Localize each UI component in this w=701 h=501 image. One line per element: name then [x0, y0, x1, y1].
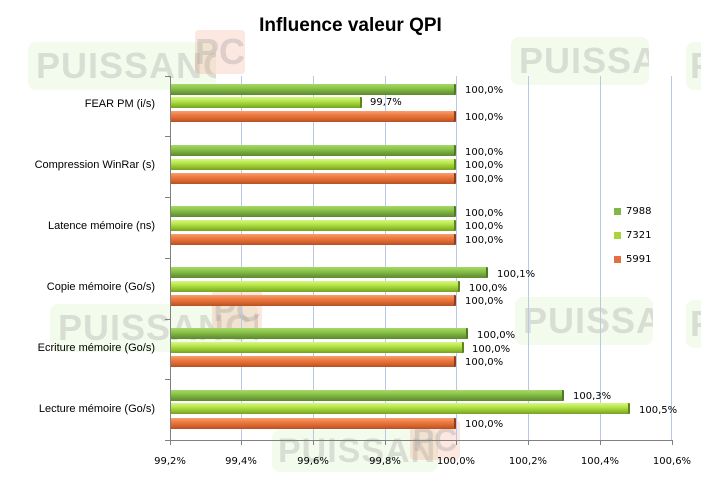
value-label: 100,0%: [465, 208, 504, 219]
value-label: 100,0%: [465, 235, 504, 246]
watermark: PUISSANCE: [686, 42, 701, 90]
legend: 7988 7321 5991: [604, 196, 672, 276]
bar-7988: [171, 206, 456, 217]
legend-label: 7321: [626, 229, 652, 241]
y-tick: [165, 197, 170, 198]
legend-label: 7988: [626, 205, 652, 217]
category-label: Compression WinRar (s): [34, 159, 155, 171]
legend-item-5991: 5991: [614, 252, 651, 266]
gridline: [528, 76, 529, 441]
category-label: Ecriture mémoire (Go/s): [37, 342, 155, 354]
value-label: 100,3%: [573, 391, 612, 402]
x-tick: [528, 440, 529, 445]
x-tick-label: 100,0%: [436, 456, 476, 467]
x-tick: [672, 440, 673, 445]
y-tick: [165, 76, 170, 77]
y-tick: [165, 136, 170, 137]
x-tick: [600, 440, 601, 445]
value-label: 100,0%: [465, 357, 504, 368]
y-tick: [165, 379, 170, 380]
watermark: PUISSANCE: [272, 430, 438, 472]
gridline: [385, 76, 386, 441]
bar-7321: [171, 342, 464, 353]
value-label: 100,0%: [472, 344, 511, 355]
watermark-pc: PC: [195, 30, 246, 74]
x-tick-label: 100,6%: [652, 456, 692, 467]
gridline: [456, 76, 457, 441]
value-label: 100,5%: [639, 405, 678, 416]
bar-7988: [171, 390, 564, 401]
bar-7988: [171, 328, 468, 339]
bar-7321: [171, 281, 460, 292]
gridline: [313, 76, 314, 441]
x-tick: [385, 440, 386, 445]
watermark: PUISSANCE: [28, 42, 216, 90]
bar-5991: [171, 295, 456, 306]
value-label: 100,1%: [497, 269, 536, 280]
gridline: [241, 76, 242, 441]
bar-7321: [171, 97, 362, 108]
bar-7988: [171, 84, 456, 95]
legend-label: 5991: [626, 253, 652, 265]
x-tick: [241, 440, 242, 445]
x-tick-label: 99,6%: [297, 456, 329, 467]
x-tick: [170, 440, 171, 445]
value-label: 100,0%: [465, 296, 504, 307]
y-axis: [170, 76, 171, 441]
x-tick-label: 100,4%: [580, 456, 620, 467]
bar-5991: [171, 111, 456, 122]
value-label: 100,0%: [465, 174, 504, 185]
gridline: [600, 76, 601, 441]
x-tick: [456, 440, 457, 445]
legend-swatch-icon: [614, 255, 621, 263]
plot-area: [170, 76, 672, 441]
value-label: 100,0%: [465, 112, 504, 123]
bar-7321: [171, 220, 456, 231]
bar-5991: [171, 356, 456, 367]
watermark: PUISSANCE: [686, 300, 701, 348]
bar-5991: [171, 234, 456, 245]
watermark: PUISSAN: [511, 37, 649, 85]
x-axis: [170, 440, 673, 441]
bar-7321: [171, 159, 456, 170]
category-label: Latence mémoire (ns): [48, 220, 155, 232]
value-label: 100,0%: [465, 160, 504, 171]
value-label: 100,0%: [469, 283, 508, 294]
legend-item-7321: 7321: [614, 228, 651, 242]
y-tick: [165, 258, 170, 259]
value-label: 100,0%: [465, 221, 504, 232]
legend-item-7988: 7988: [614, 204, 651, 218]
x-tick-label: 99,2%: [154, 456, 186, 467]
value-label: 99,7%: [370, 97, 402, 108]
chart-title: Influence valeur QPI: [259, 15, 442, 36]
legend-swatch-icon: [614, 207, 621, 215]
x-tick-label: 99,4%: [225, 456, 257, 467]
x-tick: [313, 440, 314, 445]
value-label: 100,0%: [477, 330, 516, 341]
bar-7321: [171, 403, 630, 414]
y-tick: [165, 440, 170, 441]
bar-5991: [171, 418, 456, 429]
category-label: Lecture mémoire (Go/s): [38, 403, 155, 415]
legend-swatch-icon: [614, 231, 621, 239]
value-label: 100,0%: [465, 85, 504, 96]
x-tick-label: 99,8%: [369, 456, 401, 467]
value-label: 100,0%: [465, 147, 504, 158]
y-tick: [165, 319, 170, 320]
watermark: PUISSAN: [515, 297, 653, 345]
category-label: Copie mémoire (Go/s): [46, 281, 155, 293]
x-tick-label: 100,2%: [508, 456, 548, 467]
gridline: [671, 76, 672, 441]
value-label: 100,0%: [465, 419, 504, 430]
category-label: FEAR PM (i/s): [84, 98, 155, 110]
bar-7988: [171, 145, 456, 156]
bar-5991: [171, 173, 456, 184]
bar-7988: [171, 267, 488, 278]
